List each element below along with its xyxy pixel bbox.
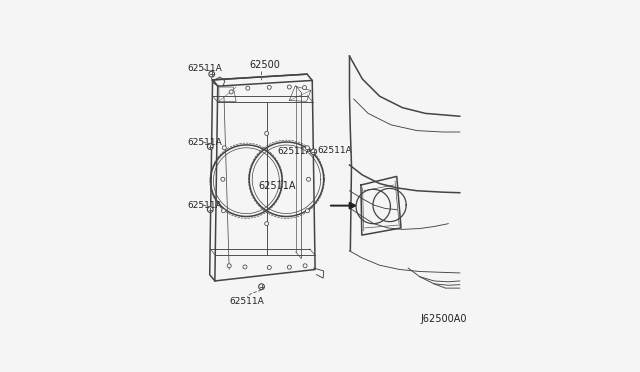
Circle shape (287, 265, 291, 269)
Circle shape (287, 85, 291, 89)
Circle shape (305, 146, 309, 150)
Circle shape (227, 264, 231, 268)
Circle shape (221, 209, 225, 213)
Text: 62511A: 62511A (229, 297, 264, 306)
Circle shape (265, 131, 269, 135)
Circle shape (311, 149, 317, 155)
Circle shape (268, 85, 271, 89)
Circle shape (268, 266, 271, 269)
Circle shape (222, 146, 227, 150)
Circle shape (305, 209, 309, 213)
Circle shape (303, 86, 307, 90)
Circle shape (221, 177, 225, 181)
Text: 62511A: 62511A (317, 145, 352, 154)
Circle shape (207, 207, 213, 212)
Text: J62500A0: J62500A0 (420, 314, 467, 324)
Circle shape (243, 265, 247, 269)
Text: 62511A: 62511A (188, 138, 222, 147)
Circle shape (307, 177, 310, 181)
Circle shape (259, 284, 264, 289)
Circle shape (303, 264, 307, 268)
Circle shape (265, 222, 269, 226)
Circle shape (229, 90, 233, 94)
Text: 62511A: 62511A (188, 201, 222, 209)
Text: 62511A: 62511A (277, 147, 312, 156)
Text: 62511A: 62511A (188, 64, 222, 73)
Text: 62511A: 62511A (259, 182, 296, 192)
Text: 62500: 62500 (249, 60, 280, 70)
Circle shape (209, 71, 214, 77)
Circle shape (207, 144, 213, 150)
Circle shape (246, 86, 250, 90)
